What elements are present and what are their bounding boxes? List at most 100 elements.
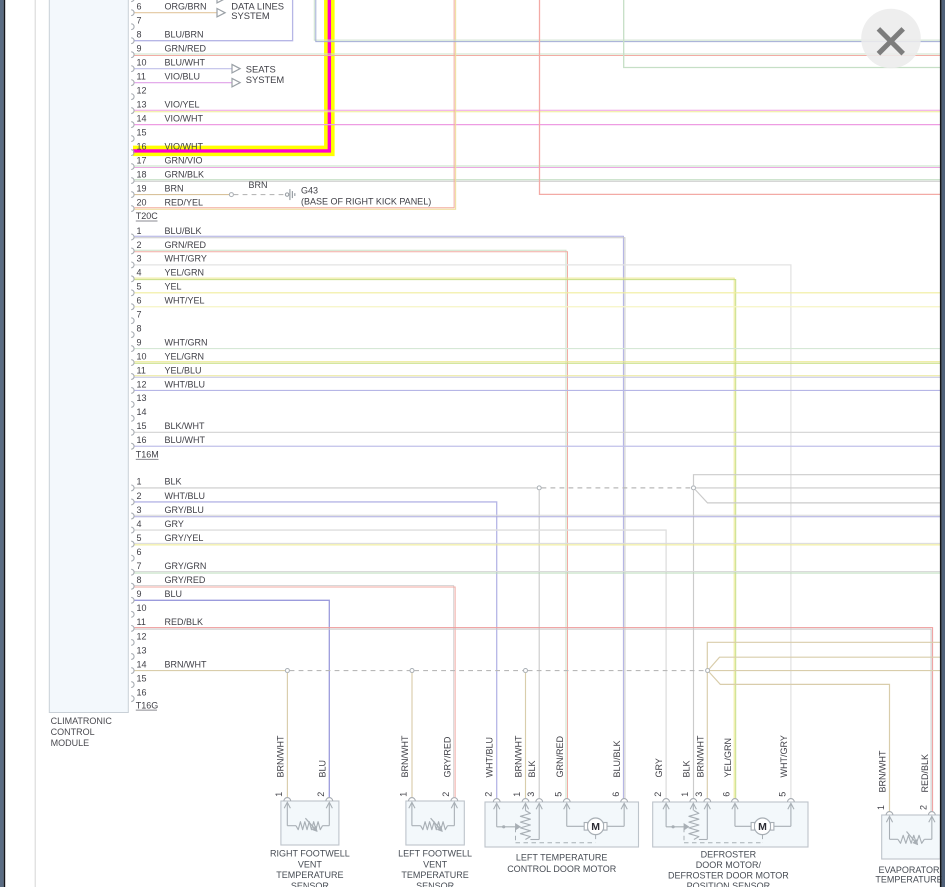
svg-text:16: 16: [137, 687, 147, 697]
svg-text:19: 19: [137, 183, 147, 193]
svg-text:T16M: T16M: [136, 450, 159, 460]
svg-text:11: 11: [137, 71, 146, 81]
svg-text:GRY: GRY: [165, 519, 184, 529]
svg-text:SYSTEM: SYSTEM: [231, 10, 270, 21]
svg-text:13: 13: [137, 645, 147, 655]
svg-text:BLU: BLU: [165, 589, 183, 599]
svg-text:4: 4: [137, 519, 142, 529]
svg-text:YEL/BLU: YEL/BLU: [165, 365, 202, 375]
svg-text:BLK: BLK: [681, 760, 691, 777]
svg-text:G43: G43: [301, 185, 318, 195]
svg-text:GRY: GRY: [654, 758, 664, 777]
svg-text:15: 15: [137, 421, 147, 431]
svg-text:15: 15: [137, 127, 147, 137]
svg-text:SENSOR: SENSOR: [291, 881, 330, 887]
svg-text:12: 12: [137, 631, 147, 641]
svg-text:WHT/BLU: WHT/BLU: [165, 491, 206, 501]
svg-text:BRN: BRN: [249, 180, 268, 190]
svg-text:POSITION SENSOR: POSITION SENSOR: [687, 881, 771, 887]
svg-text:6: 6: [722, 792, 732, 797]
svg-text:20: 20: [137, 197, 147, 207]
svg-text:2: 2: [483, 792, 493, 797]
svg-text:BRN/WHT: BRN/WHT: [165, 659, 207, 669]
svg-text:3: 3: [694, 792, 704, 797]
svg-text:GRY/RED: GRY/RED: [165, 575, 206, 585]
svg-text:2: 2: [137, 240, 142, 250]
svg-text:10: 10: [137, 351, 147, 361]
svg-text:6: 6: [611, 792, 621, 797]
svg-text:BLU/WHT: BLU/WHT: [165, 435, 206, 445]
svg-text:BLU: BLU: [317, 760, 327, 778]
svg-text:5: 5: [137, 282, 142, 292]
svg-text:2: 2: [441, 792, 451, 797]
svg-text:WHT/GRY: WHT/GRY: [165, 254, 207, 264]
svg-text:WHT/YEL: WHT/YEL: [165, 296, 205, 306]
svg-text:5: 5: [137, 533, 142, 543]
svg-text:YEL/GRN: YEL/GRN: [723, 738, 733, 778]
svg-text:2: 2: [653, 792, 663, 797]
svg-text:11: 11: [137, 617, 146, 627]
svg-text:14: 14: [137, 407, 147, 417]
svg-text:DEFROSTER: DEFROSTER: [701, 850, 757, 860]
svg-text:SENSOR: SENSOR: [416, 881, 455, 887]
svg-text:5: 5: [553, 792, 563, 797]
svg-text:4: 4: [137, 268, 142, 278]
svg-text:RED/BLK: RED/BLK: [165, 617, 204, 627]
svg-text:SEATS: SEATS: [246, 63, 276, 74]
svg-text:13: 13: [137, 393, 147, 403]
svg-text:7: 7: [137, 310, 142, 320]
svg-text:GRN/RED: GRN/RED: [165, 43, 207, 53]
svg-text:9: 9: [137, 337, 142, 347]
svg-text:RED/YEL: RED/YEL: [165, 197, 204, 207]
svg-text:5: 5: [778, 792, 788, 797]
svg-text:EVAPORATOR: EVAPORATOR: [878, 865, 940, 875]
svg-text:BLU/WHT: BLU/WHT: [165, 57, 206, 67]
svg-text:BLU/BLK: BLU/BLK: [165, 226, 202, 236]
svg-text:WHT/GRY: WHT/GRY: [779, 735, 789, 777]
svg-text:RIGHT FOOTWELL: RIGHT FOOTWELL: [270, 849, 350, 859]
svg-text:16: 16: [137, 141, 147, 151]
svg-text:GRN/VIO: GRN/VIO: [165, 155, 203, 165]
svg-text:BRN/WHT: BRN/WHT: [878, 750, 888, 792]
svg-text:8: 8: [137, 29, 142, 39]
svg-text:M: M: [758, 821, 767, 833]
svg-text:3: 3: [526, 792, 536, 797]
svg-text:GRN/BLK: GRN/BLK: [165, 169, 205, 179]
svg-text:GRN/RED: GRN/RED: [165, 240, 207, 250]
svg-text:13: 13: [137, 99, 147, 109]
svg-text:BRN/WHT: BRN/WHT: [275, 735, 285, 777]
svg-text:TEMPERATURE: TEMPERATURE: [276, 870, 343, 880]
svg-text:17: 17: [137, 155, 147, 165]
svg-text:GRN/RED: GRN/RED: [555, 735, 565, 777]
svg-text:1: 1: [274, 792, 284, 797]
svg-text:16: 16: [137, 435, 147, 445]
svg-text:DEFROSTER DOOR MOTOR: DEFROSTER DOOR MOTOR: [668, 871, 789, 881]
svg-text:TEMPERATURE: TEMPERATURE: [875, 875, 942, 885]
svg-text:CONTROL DOOR MOTOR: CONTROL DOOR MOTOR: [507, 864, 617, 874]
svg-text:TEMPERATURE: TEMPERATURE: [401, 870, 468, 880]
svg-text:3: 3: [137, 254, 142, 264]
svg-text:12: 12: [137, 85, 147, 95]
svg-text:DATA LINES: DATA LINES: [231, 1, 284, 12]
svg-text:VENT: VENT: [298, 859, 323, 869]
svg-text:YEL/GRN: YEL/GRN: [165, 268, 205, 278]
svg-text:14: 14: [137, 113, 147, 123]
svg-text:LEFT TEMPERATURE: LEFT TEMPERATURE: [516, 852, 608, 862]
svg-text:WHT/GRN: WHT/GRN: [165, 337, 208, 347]
svg-text:1: 1: [137, 477, 142, 487]
svg-text:WHT/BLU: WHT/BLU: [485, 737, 495, 778]
svg-text:14: 14: [137, 659, 147, 669]
svg-text:CLIMATRONIC: CLIMATRONIC: [51, 716, 113, 726]
svg-text:3: 3: [137, 505, 142, 515]
svg-text:8: 8: [137, 323, 142, 333]
svg-text:2: 2: [316, 792, 326, 797]
svg-text:WHT/BLU: WHT/BLU: [165, 379, 206, 389]
svg-text:2: 2: [919, 805, 929, 810]
svg-text:1: 1: [876, 805, 886, 810]
svg-text:7: 7: [137, 561, 142, 571]
svg-text:1: 1: [399, 792, 409, 797]
svg-text:BLK: BLK: [527, 760, 537, 777]
svg-text:10: 10: [137, 57, 147, 67]
svg-text:ORG/BRN: ORG/BRN: [165, 2, 207, 12]
svg-text:6: 6: [137, 547, 142, 557]
